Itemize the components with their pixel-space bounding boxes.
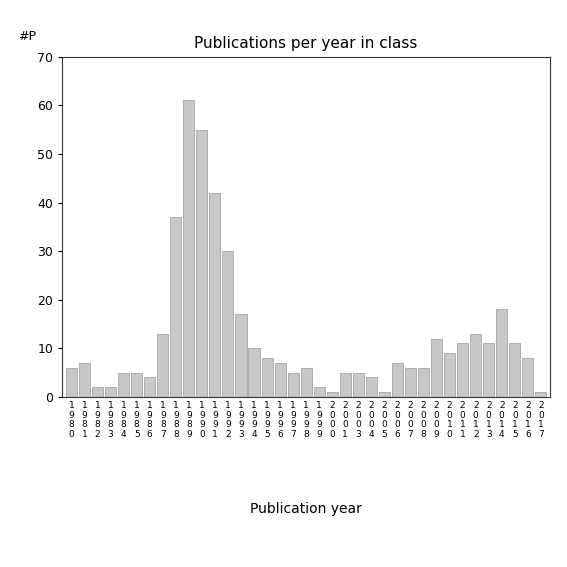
Bar <box>79 363 90 397</box>
Bar <box>209 193 221 397</box>
Bar <box>105 387 116 397</box>
Bar <box>327 392 338 397</box>
Bar <box>457 344 468 397</box>
Bar <box>522 358 534 397</box>
Bar <box>392 363 403 397</box>
Bar <box>274 363 286 397</box>
Bar <box>170 217 181 397</box>
Bar <box>92 387 103 397</box>
Bar <box>314 387 325 397</box>
Bar <box>366 378 377 397</box>
Bar <box>287 373 299 397</box>
Bar <box>418 368 429 397</box>
Bar <box>483 344 494 397</box>
Bar <box>131 373 142 397</box>
Bar <box>340 373 351 397</box>
Bar <box>118 373 129 397</box>
Bar <box>261 358 273 397</box>
Bar <box>535 392 547 397</box>
Bar <box>157 334 168 397</box>
Bar <box>301 368 312 397</box>
Bar <box>222 251 234 397</box>
Bar <box>509 344 521 397</box>
Bar <box>235 314 247 397</box>
Bar <box>444 353 455 397</box>
Bar <box>144 378 155 397</box>
Bar <box>248 348 260 397</box>
X-axis label: Publication year: Publication year <box>250 502 362 515</box>
Text: #P: #P <box>19 30 36 43</box>
Bar <box>379 392 390 397</box>
Bar <box>196 130 208 397</box>
Bar <box>183 100 194 397</box>
Title: Publications per year in class: Publications per year in class <box>194 36 418 52</box>
Bar <box>66 368 77 397</box>
Bar <box>405 368 416 397</box>
Bar <box>353 373 364 397</box>
Bar <box>431 338 442 397</box>
Bar <box>470 334 481 397</box>
Bar <box>496 310 507 397</box>
